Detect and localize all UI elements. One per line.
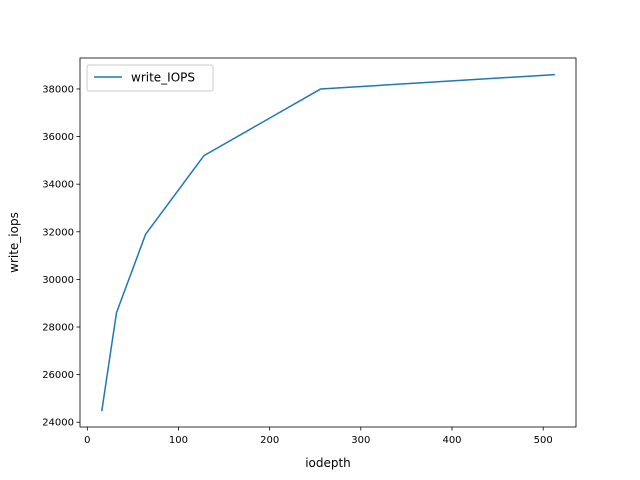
y-axis-label: write_iops	[7, 212, 21, 273]
x-tick-label: 500	[534, 435, 553, 446]
y-tick-label: 34000	[42, 180, 74, 191]
y-tick-label: 36000	[42, 132, 74, 143]
x-axis-ticks: 0 100 200 300 400 500	[84, 427, 553, 446]
y-tick-label: 24000	[42, 418, 74, 429]
y-tick-label: 28000	[42, 323, 74, 334]
x-axis-label: iodepth	[305, 456, 351, 470]
y-tick-label: 38000	[42, 84, 74, 95]
legend-box	[86, 64, 214, 92]
plot-area	[80, 58, 576, 427]
plot-frame	[79, 57, 577, 428]
data-marks	[101, 73, 555, 412]
y-axis-ticks: 24000 26000 28000 30000 32000 34000 36000 38000	[42, 84, 80, 429]
x-tick-label: 0	[84, 435, 90, 446]
legend: write_IOPS	[86, 64, 214, 92]
legend-label-write-iops: write_IOPS	[131, 71, 195, 85]
x-tick-label: 300	[351, 435, 370, 446]
y-tick-label: 26000	[42, 370, 74, 381]
x-tick-label: 400	[442, 435, 461, 446]
x-tick-label: 200	[260, 435, 279, 446]
y-tick-label: 30000	[42, 275, 74, 286]
series-line-write-iops	[101, 73, 555, 412]
x-tick-label: 100	[169, 435, 188, 446]
y-tick-label: 32000	[42, 227, 74, 238]
